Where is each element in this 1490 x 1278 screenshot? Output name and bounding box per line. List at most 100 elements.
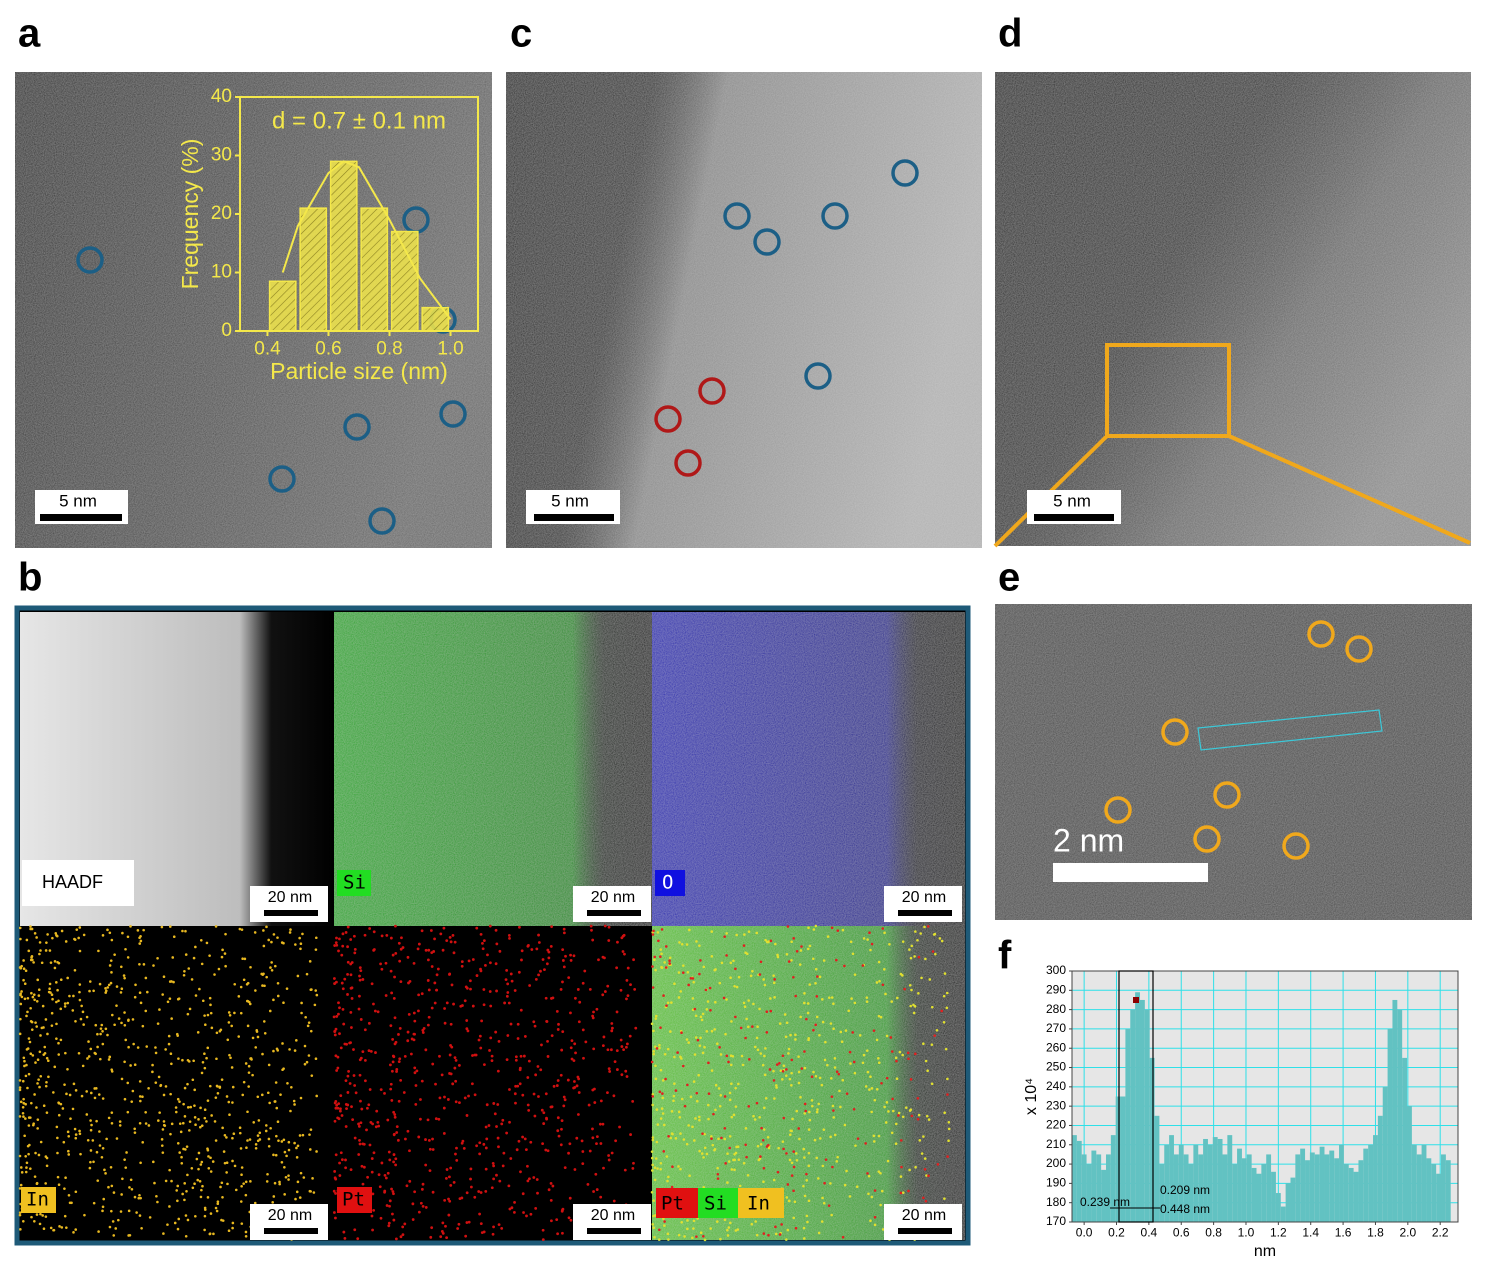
eds-dot — [367, 1021, 371, 1025]
eds-dot — [164, 1085, 168, 1088]
eds-dot — [744, 1036, 747, 1040]
eds-dot — [484, 1125, 488, 1129]
eds-dot — [265, 1180, 269, 1183]
eds-dot — [347, 1070, 350, 1073]
eds-dot — [78, 926, 82, 929]
eds-dot — [830, 926, 834, 930]
eds-dot — [783, 1013, 787, 1016]
eds-dot — [353, 1228, 357, 1232]
eds-dot — [591, 1088, 595, 1092]
eds-dot — [123, 1097, 127, 1101]
eds-dot — [389, 1082, 393, 1086]
eds-dot — [74, 1133, 78, 1136]
eds-dot — [575, 1084, 579, 1088]
eds-dot — [810, 1075, 814, 1079]
eds-dot — [151, 1063, 154, 1067]
eds-dot — [659, 1068, 663, 1072]
eds-dot — [752, 1114, 755, 1118]
eds-dot — [336, 1055, 340, 1059]
eds-dot — [195, 1157, 199, 1161]
eds-dot — [352, 1048, 355, 1051]
eds-dot — [767, 1146, 771, 1150]
eds-dot — [561, 980, 564, 984]
eds-dot — [33, 932, 37, 935]
x-tick-label: 0.0 — [1076, 1226, 1093, 1240]
eds-dot — [624, 1069, 628, 1073]
eds-dot — [778, 1233, 782, 1236]
eds-dot — [533, 1114, 537, 1118]
eds-dot — [129, 1064, 132, 1067]
eds-dot — [19, 1017, 22, 1021]
eds-dot — [55, 1037, 58, 1040]
eds-dot — [124, 1038, 128, 1042]
eds-dot — [732, 959, 735, 963]
eds-dot — [240, 928, 244, 931]
eds-dot — [599, 1195, 603, 1199]
eds-dot — [254, 1143, 258, 1146]
eds-dot — [720, 961, 724, 965]
eds-dot — [498, 1179, 502, 1183]
eds-dot — [556, 1129, 560, 1133]
eds-dot — [821, 1020, 825, 1024]
eds-dot — [148, 1216, 152, 1219]
eds-dot — [379, 1088, 383, 1091]
eds-dot — [942, 994, 946, 998]
eds-dot — [376, 1010, 380, 1014]
annotation: 0.239 nm — [1080, 1195, 1130, 1209]
profile-bar — [1222, 1154, 1228, 1222]
eds-dot — [789, 1033, 792, 1037]
eds-dot — [210, 1114, 213, 1117]
eds-dot — [212, 1232, 215, 1236]
eds-dot — [544, 1092, 548, 1096]
eds-dot — [32, 1123, 35, 1127]
eds-dot — [441, 1221, 445, 1225]
eds-dot — [657, 1238, 661, 1241]
eds-dot — [48, 949, 52, 952]
eds-dot — [719, 1053, 723, 1056]
eds-dot — [139, 1161, 142, 1165]
eds-dot — [693, 1007, 697, 1011]
eds-dot — [144, 1122, 148, 1125]
eds-dot — [776, 953, 779, 957]
eds-dot — [729, 1221, 732, 1225]
eds-dot — [845, 1092, 849, 1095]
eds-dot — [521, 1135, 525, 1139]
eds-dot — [260, 972, 263, 976]
eds-dot — [105, 989, 108, 993]
eds-dot — [201, 1060, 205, 1064]
eds-dot — [370, 1214, 374, 1218]
eds-dot — [430, 951, 434, 955]
eds-dot — [614, 1139, 618, 1143]
y-tick-label: 180 — [1046, 1195, 1066, 1209]
eds-dot — [162, 1093, 166, 1097]
eds-dot — [113, 1023, 116, 1027]
eds-dot — [677, 971, 681, 974]
eds-dot — [139, 1099, 142, 1103]
eds-dot — [343, 977, 347, 981]
eds-dot — [345, 1107, 348, 1111]
eds-dot — [215, 1209, 219, 1213]
eds-dot — [377, 1124, 381, 1128]
eds-dot — [894, 1122, 898, 1126]
profile-bar — [1426, 1158, 1432, 1222]
eds-dot — [772, 981, 776, 985]
scale-bar — [264, 910, 318, 916]
eds-dot — [226, 1182, 229, 1186]
eds-dot — [658, 1228, 661, 1232]
eds-dot — [832, 1109, 835, 1112]
eds-dot — [304, 1015, 307, 1019]
eds-dot — [368, 1143, 372, 1147]
eds-dot — [896, 996, 899, 1000]
profile-bar — [1421, 1144, 1427, 1222]
eds-dot — [916, 1096, 920, 1100]
x-tick-label: 0.2 — [1108, 1226, 1125, 1240]
eds-dot — [898, 1050, 902, 1054]
eds-dot — [463, 999, 467, 1003]
eds-dot — [749, 974, 753, 978]
eds-dot — [703, 1045, 706, 1049]
eds-dot — [335, 1069, 339, 1072]
eds-dot — [460, 964, 464, 968]
eds-dot — [587, 1103, 591, 1107]
eds-dot — [154, 1046, 157, 1049]
eds-dot — [502, 1151, 506, 1155]
